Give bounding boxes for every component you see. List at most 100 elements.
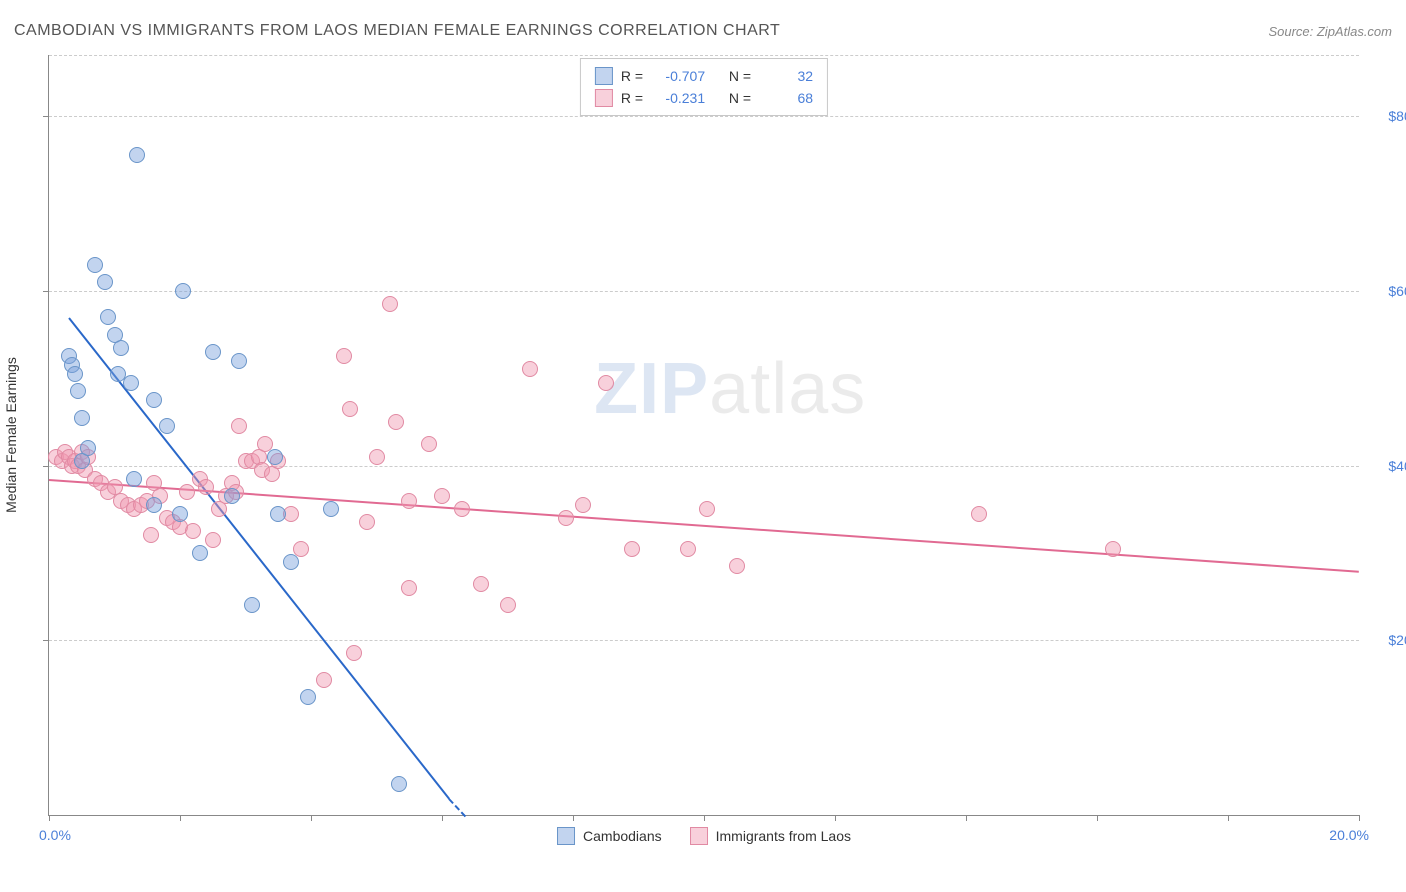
data-point (123, 375, 139, 391)
gridline (49, 55, 1359, 56)
n-label: N = (729, 90, 751, 106)
x-tick (704, 815, 705, 821)
legend-label: Cambodians (583, 828, 662, 844)
data-point (558, 510, 574, 526)
data-point (126, 471, 142, 487)
stats-row-cambodians: R = -0.707 N = 32 (595, 65, 813, 87)
y-tick (43, 466, 49, 467)
data-point (346, 645, 362, 661)
data-point (359, 514, 375, 530)
data-point (369, 449, 385, 465)
data-point (198, 479, 214, 495)
data-point (172, 506, 188, 522)
data-point (342, 401, 358, 417)
gridline (49, 116, 1359, 117)
data-point (699, 501, 715, 517)
gridline (49, 291, 1359, 292)
data-point (179, 484, 195, 500)
y-tick-label: $40,000 (1369, 458, 1406, 474)
stats-legend-box: R = -0.707 N = 32 R = -0.231 N = 68 (580, 58, 828, 116)
swatch-cambodians (595, 67, 613, 85)
data-point (1105, 541, 1121, 557)
source-name: ZipAtlas.com (1317, 24, 1392, 39)
data-point (205, 344, 221, 360)
n-value: 32 (759, 68, 813, 84)
data-point (336, 348, 352, 364)
legend-label: Immigrants from Laos (716, 828, 851, 844)
chart-title: CAMBODIAN VS IMMIGRANTS FROM LAOS MEDIAN… (14, 22, 780, 40)
y-tick (43, 116, 49, 117)
data-point (421, 436, 437, 452)
x-tick (311, 815, 312, 821)
data-point (231, 418, 247, 434)
data-point (323, 501, 339, 517)
r-value: -0.707 (651, 68, 705, 84)
data-point (434, 488, 450, 504)
data-point (316, 672, 332, 688)
data-point (87, 257, 103, 273)
y-tick-label: $20,000 (1369, 632, 1406, 648)
x-tick (966, 815, 967, 821)
data-point (283, 554, 299, 570)
data-point (473, 576, 489, 592)
watermark-atlas: atlas (709, 349, 866, 429)
data-point (185, 523, 201, 539)
x-axis-min-label: 0.0% (39, 827, 71, 843)
data-point (231, 353, 247, 369)
trend-line (68, 317, 449, 799)
y-axis-title: Median Female Earnings (3, 357, 19, 513)
swatch-cambodians (557, 827, 575, 845)
x-tick (835, 815, 836, 821)
legend-item-laos: Immigrants from Laos (690, 827, 851, 845)
x-axis-max-label: 20.0% (1329, 827, 1369, 843)
data-point (192, 545, 208, 561)
y-tick (43, 640, 49, 641)
data-point (205, 532, 221, 548)
x-tick (1097, 815, 1098, 821)
data-point (146, 392, 162, 408)
data-point (500, 597, 516, 613)
data-point (146, 497, 162, 513)
data-point (143, 527, 159, 543)
data-point (224, 488, 240, 504)
data-point (624, 541, 640, 557)
trend-line (49, 479, 1359, 573)
x-tick (49, 815, 50, 821)
x-tick (1228, 815, 1229, 821)
stats-row-laos: R = -0.231 N = 68 (595, 87, 813, 109)
trend-line (448, 798, 466, 817)
watermark: ZIPatlas (594, 348, 866, 430)
swatch-laos (690, 827, 708, 845)
data-point (729, 558, 745, 574)
r-value: -0.231 (651, 90, 705, 106)
data-point (575, 497, 591, 513)
data-point (74, 410, 90, 426)
data-point (598, 375, 614, 391)
data-point (300, 689, 316, 705)
data-point (391, 776, 407, 792)
data-point (388, 414, 404, 430)
data-point (97, 274, 113, 290)
data-point (382, 296, 398, 312)
data-point (159, 418, 175, 434)
data-point (70, 383, 86, 399)
x-tick (180, 815, 181, 821)
x-tick (1359, 815, 1360, 821)
x-tick (442, 815, 443, 821)
data-point (129, 147, 145, 163)
data-point (80, 440, 96, 456)
y-tick (43, 291, 49, 292)
x-tick (573, 815, 574, 821)
source-attribution: Source: ZipAtlas.com (1268, 24, 1392, 39)
data-point (67, 366, 83, 382)
n-label: N = (729, 68, 751, 84)
data-point (680, 541, 696, 557)
data-point (267, 449, 283, 465)
data-point (270, 506, 286, 522)
data-point (971, 506, 987, 522)
y-tick-label: $60,000 (1369, 283, 1406, 299)
data-point (244, 597, 260, 613)
gridline (49, 640, 1359, 641)
watermark-zip: ZIP (594, 349, 709, 429)
data-point (175, 283, 191, 299)
